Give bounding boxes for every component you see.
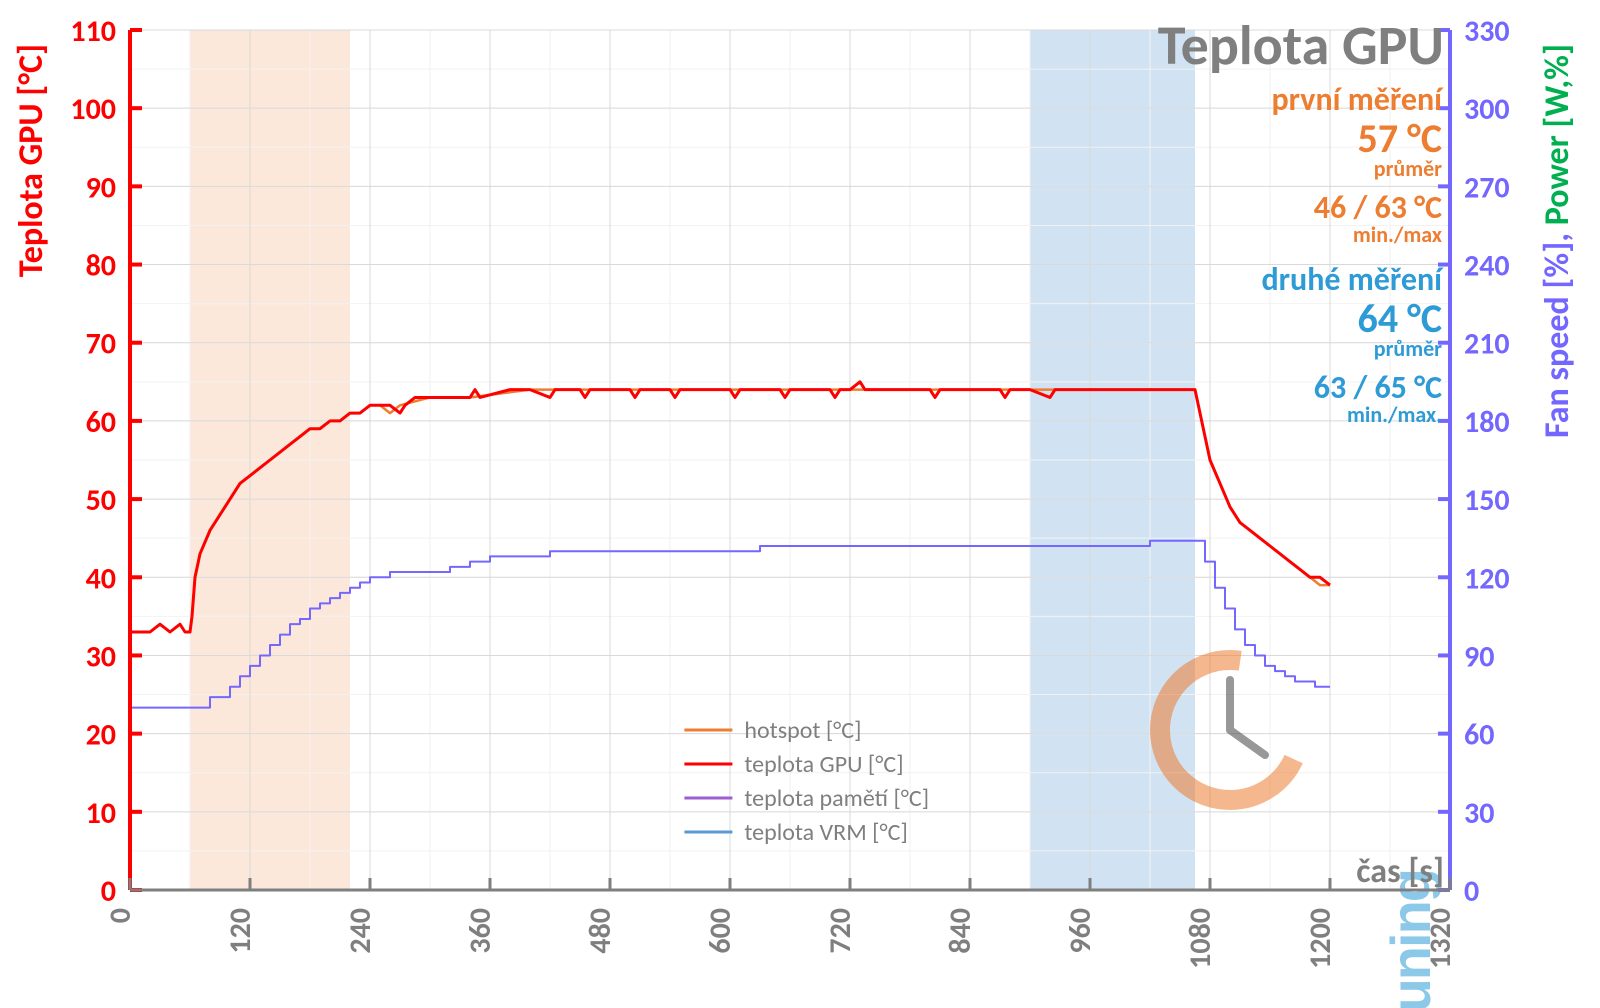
legend-label: teplota pamětí [°C] <box>744 784 929 813</box>
y1-tick-label: 20 <box>86 717 116 754</box>
y2-tick-label: 240 <box>1464 248 1510 285</box>
y1-tick-label: 110 <box>70 13 116 50</box>
x-tick-label: 720 <box>822 908 859 954</box>
y1-tick-label: 100 <box>70 91 116 128</box>
x-tick-label: 960 <box>1062 908 1099 954</box>
y2-tick-label: 90 <box>1464 638 1494 675</box>
y2-tick-label: 330 <box>1464 13 1510 50</box>
x-tick-label: 0 <box>102 908 139 923</box>
svg-text:min./max.: min./max. <box>1347 401 1442 428</box>
chart-svg: pctuning01020304050607080901001100306090… <box>0 0 1600 1008</box>
y2-tick-label: 300 <box>1464 91 1510 128</box>
x-tick-label: 600 <box>702 908 739 954</box>
y2-tick-label: 30 <box>1464 795 1494 832</box>
x-tick-label: 120 <box>222 908 259 954</box>
x-tick-label: 240 <box>342 908 379 954</box>
x-tick-label: 360 <box>462 908 499 954</box>
legend-label: teplota GPU [°C] <box>744 750 903 779</box>
y1-tick-label: 50 <box>86 482 116 519</box>
svg-text:min./max: min./max <box>1353 221 1442 248</box>
y2-tick-label: 210 <box>1464 326 1510 363</box>
chart-title: Teplota GPU <box>1158 12 1444 80</box>
y1-tick-label: 30 <box>86 638 116 675</box>
x-tick-label: 1200 <box>1302 908 1339 969</box>
chart-container: pctuning01020304050607080901001100306090… <box>0 0 1600 1008</box>
x-tick-label: 840 <box>942 908 979 954</box>
y2-tick-label: 0 <box>1464 873 1479 910</box>
y1-tick-label: 40 <box>86 560 116 597</box>
y1-tick-label: 90 <box>86 169 116 206</box>
x-tick-label: 480 <box>582 908 619 954</box>
x-tick-label: 1320 <box>1422 908 1459 969</box>
y1-tick-label: 0 <box>101 873 116 910</box>
svg-text:průměr: průměr <box>1374 155 1442 182</box>
y2-tick-label: 180 <box>1464 404 1510 441</box>
x-tick-label: 1080 <box>1182 908 1219 969</box>
y1-tick-label: 10 <box>86 795 116 832</box>
y1-tick-label: 80 <box>86 248 116 285</box>
svg-text:průměr: průměr <box>1374 335 1442 362</box>
y2-tick-label: 120 <box>1464 560 1510 597</box>
y1-tick-label: 70 <box>86 326 116 363</box>
y1-axis-label: Teplota GPU [°C] <box>11 44 52 277</box>
y1-tick-label: 60 <box>86 404 116 441</box>
y2-tick-label: 270 <box>1464 169 1510 206</box>
legend-label: teplota VRM [°C] <box>744 818 907 847</box>
y2-tick-label: 60 <box>1464 717 1494 754</box>
y2-tick-label: 150 <box>1464 482 1510 519</box>
legend-label: hotspot [°C] <box>744 716 861 745</box>
x-axis-label: čas [s] <box>1356 851 1444 892</box>
y2-axis-label: Fan speed [%], Power [W,%] <box>1537 44 1578 438</box>
